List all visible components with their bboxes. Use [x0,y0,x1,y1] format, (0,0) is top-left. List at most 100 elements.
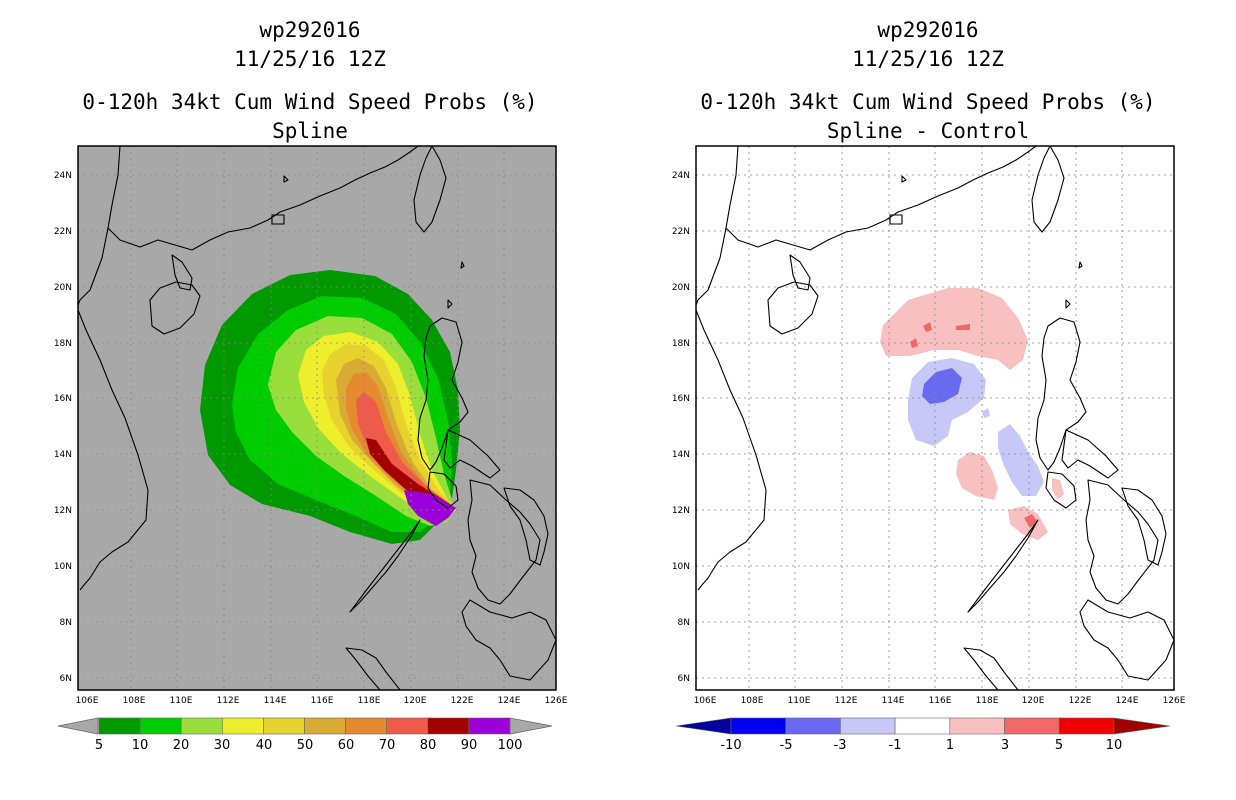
y-tick-label: 12N [54,506,72,516]
left-panel-header: wp292016 11/25/16 12Z [60,16,560,74]
positive-area-1-3 [956,452,998,500]
colorbar-swatch [468,717,511,735]
x-tick-label: 114E [882,696,905,706]
storm-id: wp292016 [259,18,361,42]
colorbar-label: 90 [461,738,478,753]
colorbar-swatch [1004,717,1060,735]
x-tick-label: 124E [498,696,521,706]
product-title: 0-120h 34kt Cum Wind Speed Probs (%) [82,90,538,114]
colorbar-swatch [345,717,388,735]
colorbar-over-triangle [509,717,553,735]
colorbar-swatch [222,717,264,735]
y-tick-label: 22N [54,227,72,237]
y-tick-label: 12N [672,506,690,516]
left-map-panel: 24N 22N 20N 18N 16N 14N 12N 10N 8N 6N 10… [54,145,568,753]
x-tick-label: 110E [788,696,811,706]
product-subtitle: Spline [272,119,348,143]
colorbar-label: -3 [834,738,847,753]
product-title: 0-120h 34kt Cum Wind Speed Probs (%) [700,90,1156,114]
colorbar-swatch [785,717,841,735]
right-x-axis-labels: 106E 108E 110E 112E 114E 116E 118E 120E … [694,696,1186,706]
y-tick-label: 16N [54,394,72,404]
x-tick-label: 118E [976,696,999,706]
contour-80 [366,438,456,508]
colorbar-label: 5 [1055,738,1063,753]
colorbar-label: 20 [173,738,190,753]
colorbar-under-triangle [675,717,732,735]
y-tick-label: 24N [54,171,72,181]
colorbar-swatch [263,717,305,735]
negative-area-3-5 [922,368,962,404]
colorbar-label: 10 [132,738,149,753]
x-tick-label: 126E [1163,696,1186,706]
x-tick-label: 122E [451,696,474,706]
colorbar-swatch [949,717,1005,735]
datetime: 11/25/16 12Z [852,47,1004,71]
negative-area-1-3 [908,358,986,446]
right-y-axis-labels: 24N 22N 20N 18N 16N 14N 12N 10N 8N 6N [672,171,690,684]
colorbar-label: 100 [498,738,523,753]
y-tick-label: 14N [54,450,72,460]
y-tick-label: 10N [54,562,72,572]
storm-id: wp292016 [877,18,979,42]
y-tick-label: 8N [678,618,690,628]
x-tick-label: 118E [358,696,381,706]
colorbar-label: 10 [1106,738,1123,753]
y-tick-label: 6N [678,674,690,684]
y-tick-label: 24N [672,171,690,181]
right-panel-title: 0-120h 34kt Cum Wind Speed Probs (%) Spl… [678,88,1178,146]
colorbar-swatch [386,717,429,735]
left-x-axis-labels: 106E 108E 110E 112E 114E 116E 118E 120E … [76,696,568,706]
product-subtitle: Spline - Control [826,119,1030,143]
y-tick-label: 18N [54,339,72,349]
colorbar-label: 40 [256,738,273,753]
colorbar-swatch [1058,717,1115,735]
positive-area-3-5 [956,324,970,330]
x-tick-label: 112E [835,696,858,706]
left-panel-title: 0-120h 34kt Cum Wind Speed Probs (%) Spl… [60,88,560,146]
x-tick-label: 122E [1069,696,1092,706]
left-colorbar: 5 10 20 30 40 50 60 70 80 90 100 [57,717,553,753]
colorbar-swatch [894,717,951,735]
positive-area-1-3 [1052,478,1064,500]
colorbar-swatch [304,717,346,735]
colorbar-label: 5 [95,738,103,753]
difference-contours [880,288,1064,540]
colorbar-label: 30 [214,738,231,753]
probability-contours [78,146,556,690]
negative-area-1-3 [982,408,990,418]
colorbar-swatch [139,717,182,735]
colorbar-swatch [840,717,896,735]
colorbar-swatch [180,717,223,735]
y-tick-label: 20N [672,283,690,293]
x-tick-label: 108E [123,696,146,706]
y-tick-label: 14N [672,450,690,460]
y-tick-label: 10N [672,562,690,572]
y-tick-label: 8N [60,618,72,628]
x-tick-label: 112E [217,696,240,706]
x-tick-label: 116E [929,696,952,706]
colorbar-label: 80 [420,738,437,753]
right-colorbar: -10 -5 -3 -1 1 3 5 10 [675,717,1171,753]
colorbar-swatch [730,717,787,735]
colorbar-label: -10 [720,738,741,753]
x-tick-label: 106E [694,696,717,706]
colorbar-label: 3 [1001,738,1009,753]
datetime: 11/25/16 12Z [234,47,386,71]
right-map-panel: 24N 22N 20N 18N 16N 14N 12N 10N 8N 6N 10… [672,145,1186,753]
x-tick-label: 126E [545,696,568,706]
colorbar-label: 70 [379,738,396,753]
left-map-frame [77,145,557,691]
y-tick-label: 6N [60,674,72,684]
negative-area-1-3 [998,424,1044,496]
colorbar-under-triangle [57,717,99,735]
colorbar-swatch [427,717,470,735]
x-tick-label: 108E [741,696,764,706]
contour-70 [356,392,456,508]
x-tick-label: 106E [76,696,99,706]
colorbar-label: 1 [946,738,954,753]
right-map-frame [695,145,1175,691]
colorbar-label: 60 [338,738,355,753]
x-tick-label: 114E [264,696,287,706]
